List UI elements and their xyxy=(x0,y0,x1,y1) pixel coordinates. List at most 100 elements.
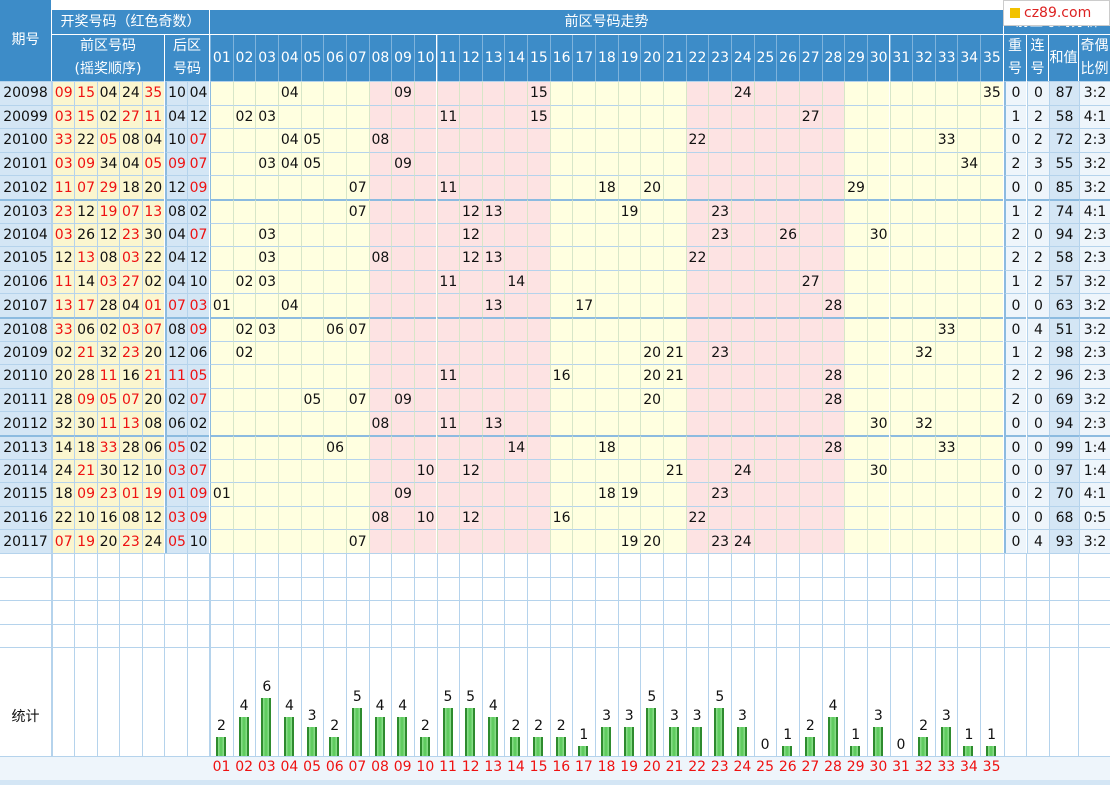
column-header-32: 32 xyxy=(912,35,935,81)
sum-header: 和值 xyxy=(1049,35,1078,81)
trend-cell xyxy=(957,128,981,152)
trend-hit-cell: 28 xyxy=(821,387,845,412)
column-header-18: 18 xyxy=(595,35,618,81)
grid-vline xyxy=(595,553,597,785)
consec-cell: 0 xyxy=(1027,458,1049,483)
stat-bar-19 xyxy=(623,726,634,756)
sum-cell: 85 xyxy=(1049,175,1079,199)
trend-cell xyxy=(436,387,460,412)
consec-cell: 3 xyxy=(1027,151,1049,176)
trend-cell xyxy=(232,151,256,176)
trend-cell xyxy=(572,199,596,223)
column-header-19: 19 xyxy=(617,35,641,81)
trend-cell xyxy=(504,458,528,483)
trend-cell xyxy=(572,269,596,294)
trend-cell xyxy=(934,246,958,270)
repeat-cell: 0 xyxy=(1004,505,1026,530)
trend-hit-cell: 22 xyxy=(685,246,709,270)
front-number-cell: 08 xyxy=(119,128,142,152)
front-number-cell: 16 xyxy=(119,364,142,388)
trend-cell xyxy=(708,458,731,483)
trend-cell xyxy=(866,175,890,199)
back-number-cell: 09 xyxy=(187,482,209,506)
sum-cell: 69 xyxy=(1049,387,1079,412)
trend-cell xyxy=(255,128,278,152)
trend-cell xyxy=(798,505,822,530)
front-number-cell: 07 xyxy=(141,317,164,341)
trend-cell xyxy=(368,529,392,553)
trend-cell xyxy=(708,317,731,341)
front-number-cell: 30 xyxy=(74,411,97,435)
back-number-cell: 03 xyxy=(165,458,187,483)
grid-vline xyxy=(934,553,936,785)
front-number-cell: 27 xyxy=(119,104,142,129)
front-number-cell: 07 xyxy=(119,199,142,223)
trend-cell xyxy=(730,222,754,247)
trend-hit-cell: 03 xyxy=(255,269,278,294)
trend-hit-cell: 06 xyxy=(323,317,346,341)
trend-cell xyxy=(572,435,596,459)
trend-hit-cell: 04 xyxy=(277,81,301,105)
trend-cell xyxy=(232,199,256,223)
trend-hit-cell: 08 xyxy=(368,128,392,152)
trend-cell xyxy=(459,435,482,459)
trend-cell xyxy=(844,411,867,435)
trend-cell xyxy=(391,293,414,317)
repeat-cell: 1 xyxy=(1004,340,1026,365)
front-number-cell: 13 xyxy=(119,411,142,435)
trend-hit-cell: 21 xyxy=(663,364,686,388)
footer-number-19: 19 xyxy=(620,759,639,775)
grid-vline xyxy=(844,553,846,785)
trend-hit-cell: 16 xyxy=(549,364,573,388)
trend-cell xyxy=(527,529,550,553)
trend-cell xyxy=(889,529,913,553)
trend-cell xyxy=(436,435,460,459)
stat-value-label-25: 0 xyxy=(760,737,770,753)
trend-cell xyxy=(934,482,958,506)
trend-cell xyxy=(889,482,913,506)
trend-cell xyxy=(844,482,867,506)
trend-cell xyxy=(232,175,256,199)
trend-cell xyxy=(753,482,777,506)
stat-value-label-03: 6 xyxy=(262,678,272,695)
grid-vline xyxy=(436,553,438,785)
stat-value-label-29: 1 xyxy=(851,727,861,744)
front-number-cell: 12 xyxy=(141,505,164,530)
trend-cell xyxy=(776,482,799,506)
trend-cell xyxy=(368,317,392,341)
trend-cell xyxy=(640,411,663,435)
trend-cell xyxy=(708,175,731,199)
back-number-cell: 10 xyxy=(165,81,187,105)
trend-cell xyxy=(210,104,233,129)
trend-cell xyxy=(798,175,822,199)
back-header: 后区 号码 xyxy=(165,35,209,81)
trend-cell xyxy=(663,317,686,341)
trend-cell xyxy=(957,435,981,459)
repeat-cell: 0 xyxy=(1004,482,1026,506)
stat-bar-06 xyxy=(329,736,340,756)
sum-cell: 55 xyxy=(1049,151,1079,176)
trend-cell xyxy=(889,128,913,152)
front-header-label: 前区号码 xyxy=(80,38,136,54)
repeat-cell: 0 xyxy=(1004,293,1026,317)
trend-hit-cell: 14 xyxy=(504,269,528,294)
repeat-cell: 2 xyxy=(1004,364,1026,388)
trend-cell xyxy=(368,293,392,317)
stat-value-label-15: 2 xyxy=(534,717,544,734)
front-number-cell: 05 xyxy=(96,387,120,412)
trend-cell xyxy=(391,505,414,530)
sum-cell: 70 xyxy=(1049,482,1079,506)
trend-cell xyxy=(798,317,822,341)
trend-cell xyxy=(232,364,256,388)
trend-cell xyxy=(912,387,935,412)
stat-value-label-16: 2 xyxy=(556,717,566,734)
trend-cell xyxy=(459,482,482,506)
front-number-cell: 18 xyxy=(119,175,142,199)
period-cell: 20102 xyxy=(0,175,52,199)
ratio-cell: 3:2 xyxy=(1079,269,1110,294)
trend-cell xyxy=(459,387,482,412)
trend-cell xyxy=(957,317,981,341)
footer-number-24: 24 xyxy=(733,759,752,775)
trend-cell xyxy=(504,199,528,223)
front-number-cell: 28 xyxy=(52,387,75,412)
